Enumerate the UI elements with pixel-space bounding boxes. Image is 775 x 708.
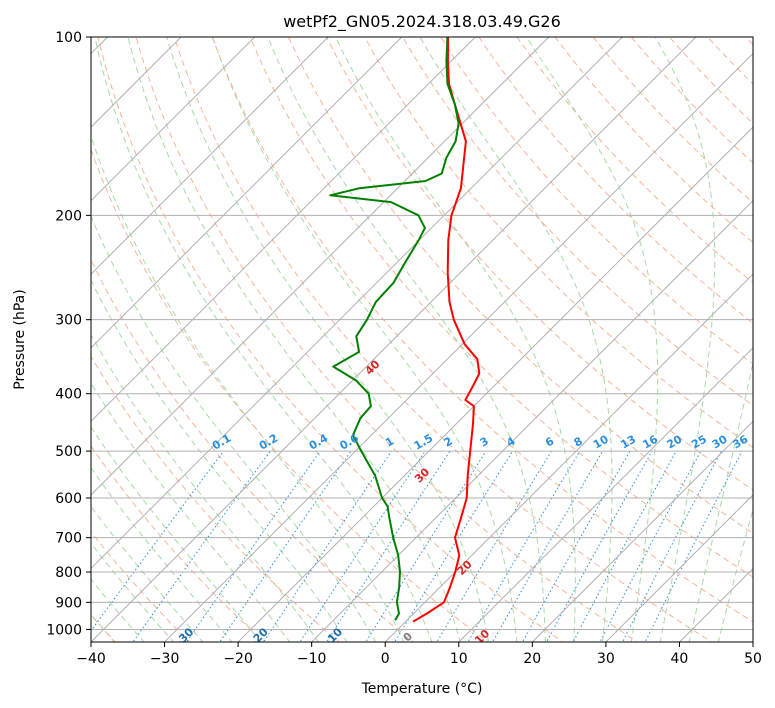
moist-adiabat-line bbox=[525, 37, 659, 642]
dry-adiabat-line bbox=[91, 258, 415, 642]
mixing-ratio-line bbox=[299, 450, 426, 642]
moist-adiabat-line bbox=[267, 37, 546, 642]
moist-adiabat-line bbox=[654, 37, 716, 642]
moist-adiabat-line bbox=[212, 37, 518, 642]
isotherm-line bbox=[311, 199, 753, 642]
moist-adiabat-line bbox=[91, 542, 175, 642]
moist-adiabat-line bbox=[91, 214, 376, 642]
isotherm-grid bbox=[91, 37, 753, 642]
moist-adiabat-line bbox=[91, 466, 233, 642]
isotherm-line bbox=[384, 273, 753, 642]
mixing-ratio-line bbox=[132, 450, 271, 642]
x-tick-label: −40 bbox=[76, 651, 106, 667]
plot-background bbox=[91, 37, 753, 642]
x-tick-label: 10 bbox=[450, 651, 468, 667]
isotherm-line bbox=[164, 52, 753, 642]
y-tick-label: 800 bbox=[55, 565, 82, 581]
moist-adiabat-line bbox=[91, 134, 405, 642]
y-tick-label: 700 bbox=[55, 531, 82, 547]
chart-title: wetPf2_GN05.2024.318.03.49.G26 bbox=[283, 12, 561, 32]
mixing-ratio-line bbox=[326, 450, 451, 642]
y-axis-label: Pressure (hPa) bbox=[12, 289, 28, 389]
isotherm-line bbox=[752, 641, 753, 642]
mixing-ratio-labels: 0.1 0.2 0.4 0.6 1 1.5 2 3 4 6 8 10 13 16 20 25 30 36 bbox=[210, 431, 750, 452]
isotherm-line bbox=[91, 37, 623, 570]
y-tick-label: 500 bbox=[55, 444, 82, 460]
moist-adiabat-line bbox=[91, 578, 145, 642]
x-tick-label: 50 bbox=[744, 651, 762, 667]
isotherm-line bbox=[605, 494, 753, 642]
isotherm-line bbox=[91, 37, 697, 642]
dry-adiabat-line bbox=[440, 37, 753, 365]
moist-adiabat-line bbox=[94, 37, 433, 642]
moist-adiabat-line bbox=[127, 37, 461, 642]
mixing-ratio-line bbox=[219, 450, 352, 642]
isotherm-line bbox=[531, 420, 753, 642]
dry-adiabat-line bbox=[478, 37, 753, 324]
plot-frame bbox=[90, 36, 754, 643]
mixing-ratio-line bbox=[185, 450, 321, 642]
y-tick-label: 100 bbox=[55, 30, 82, 46]
moist-adiabat-line bbox=[335, 37, 576, 642]
temperature-line bbox=[412, 37, 481, 623]
x-axis-ticks: −40 −30 −20 −10 0 10 20 30 40 50 bbox=[76, 642, 762, 667]
dry-adiabat-line bbox=[249, 37, 753, 578]
dewpoint-line bbox=[329, 37, 460, 621]
y-tick-label: 1000 bbox=[46, 622, 82, 638]
moist-adiabat-line bbox=[717, 507, 753, 642]
y-tick-label: 400 bbox=[55, 387, 82, 403]
x-tick-label: 40 bbox=[670, 651, 688, 667]
isotherm-line bbox=[458, 347, 753, 642]
mixing-ratio-line bbox=[394, 450, 514, 642]
mixing-ratio-line bbox=[262, 450, 392, 642]
mixing-ratio-line bbox=[572, 450, 677, 642]
isotherm-line bbox=[91, 37, 403, 349]
isotherm-line bbox=[91, 37, 329, 275]
y-tick-label: 600 bbox=[55, 491, 82, 507]
moist-adiabat-line bbox=[91, 505, 204, 642]
y-tick-label: 200 bbox=[55, 208, 82, 224]
x-tick-label: −10 bbox=[297, 651, 327, 667]
mixing-ratio-line bbox=[622, 450, 722, 642]
x-tick-label: −30 bbox=[150, 651, 180, 667]
isotherm-line bbox=[91, 37, 476, 423]
moist-adiabat-line bbox=[91, 279, 348, 642]
isotherm-line bbox=[91, 37, 550, 496]
x-tick-label: 30 bbox=[597, 651, 615, 667]
dry-adiabat-line bbox=[287, 37, 753, 534]
mixing-ratio-line bbox=[599, 450, 702, 642]
moist-adiabat-line bbox=[166, 37, 490, 642]
moist-adiabat-line bbox=[91, 426, 262, 642]
isotherm-line bbox=[91, 37, 256, 202]
mixing-ratio-lines bbox=[91, 450, 743, 642]
x-axis-label: Temperature (°C) bbox=[361, 681, 483, 697]
mixing-ratio-line bbox=[467, 450, 581, 642]
dry-adiabat-line bbox=[402, 37, 753, 407]
x-tick-label: −20 bbox=[223, 651, 253, 667]
y-axis-ticks: 100 200 300 400 500 600 700 800 900 1000 bbox=[46, 30, 91, 638]
moist-adiabat-line bbox=[91, 333, 320, 642]
mixing-ratio-line bbox=[91, 450, 224, 632]
y-tick-label: 300 bbox=[55, 313, 82, 329]
x-tick-label: 0 bbox=[381, 651, 390, 667]
series-lines bbox=[329, 37, 481, 623]
y-tick-label: 900 bbox=[55, 595, 82, 611]
moist-adiabat-line bbox=[688, 360, 753, 642]
x-tick-label: 20 bbox=[523, 651, 541, 667]
dry-adiabat-line bbox=[326, 37, 753, 491]
moist-adiabat-line bbox=[91, 382, 291, 642]
isobar-grid bbox=[91, 37, 753, 630]
isotherm-line bbox=[237, 126, 753, 642]
